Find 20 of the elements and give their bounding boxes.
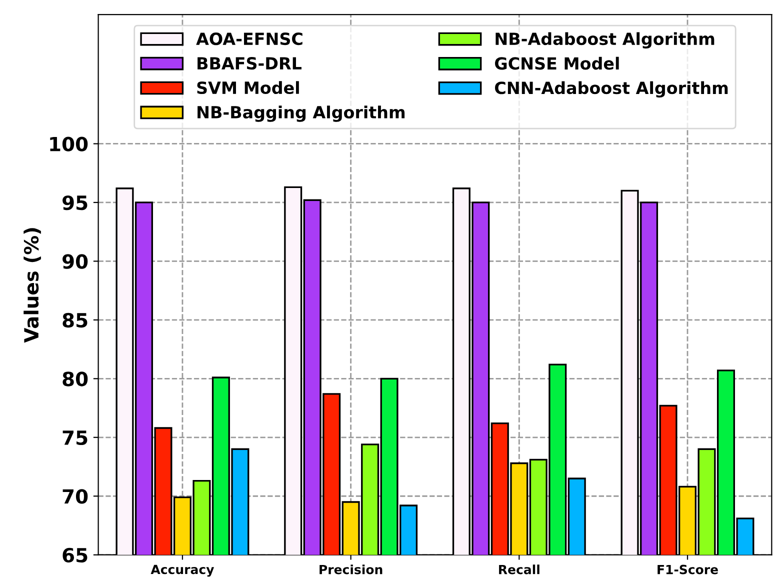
legend-label: GCNSE Model xyxy=(495,56,619,70)
x-tick-label: Precision xyxy=(320,564,382,574)
legend-label: NB-Bagging Algorithm xyxy=(198,106,405,122)
legend-label: NB-Adaboost Algorithm xyxy=(496,32,714,48)
y-tick-label: 70 xyxy=(62,489,88,504)
x-tick-label: F1-Score xyxy=(658,564,718,574)
y-tick-label: 65 xyxy=(62,548,88,563)
x-tick-label: Recall xyxy=(499,564,540,574)
y-tick-label: 100 xyxy=(50,136,88,152)
legend-label: SVM Model xyxy=(197,81,299,94)
y-tick-label: 80 xyxy=(62,372,88,386)
x-tick-label: Accuracy xyxy=(150,564,214,577)
legend-label: BBAFS-DRL xyxy=(198,56,302,70)
legend-label: AOA-EFNSC xyxy=(196,32,302,46)
y-tick-label: 85 xyxy=(62,312,88,328)
y-tick-label: 95 xyxy=(62,195,88,210)
y-tick-label: 90 xyxy=(62,254,88,269)
y-axis-title: Values (%) xyxy=(24,228,41,343)
y-tick-label: 75 xyxy=(62,430,88,446)
legend-label: CNN-Adaboost Algorithm xyxy=(495,81,728,98)
